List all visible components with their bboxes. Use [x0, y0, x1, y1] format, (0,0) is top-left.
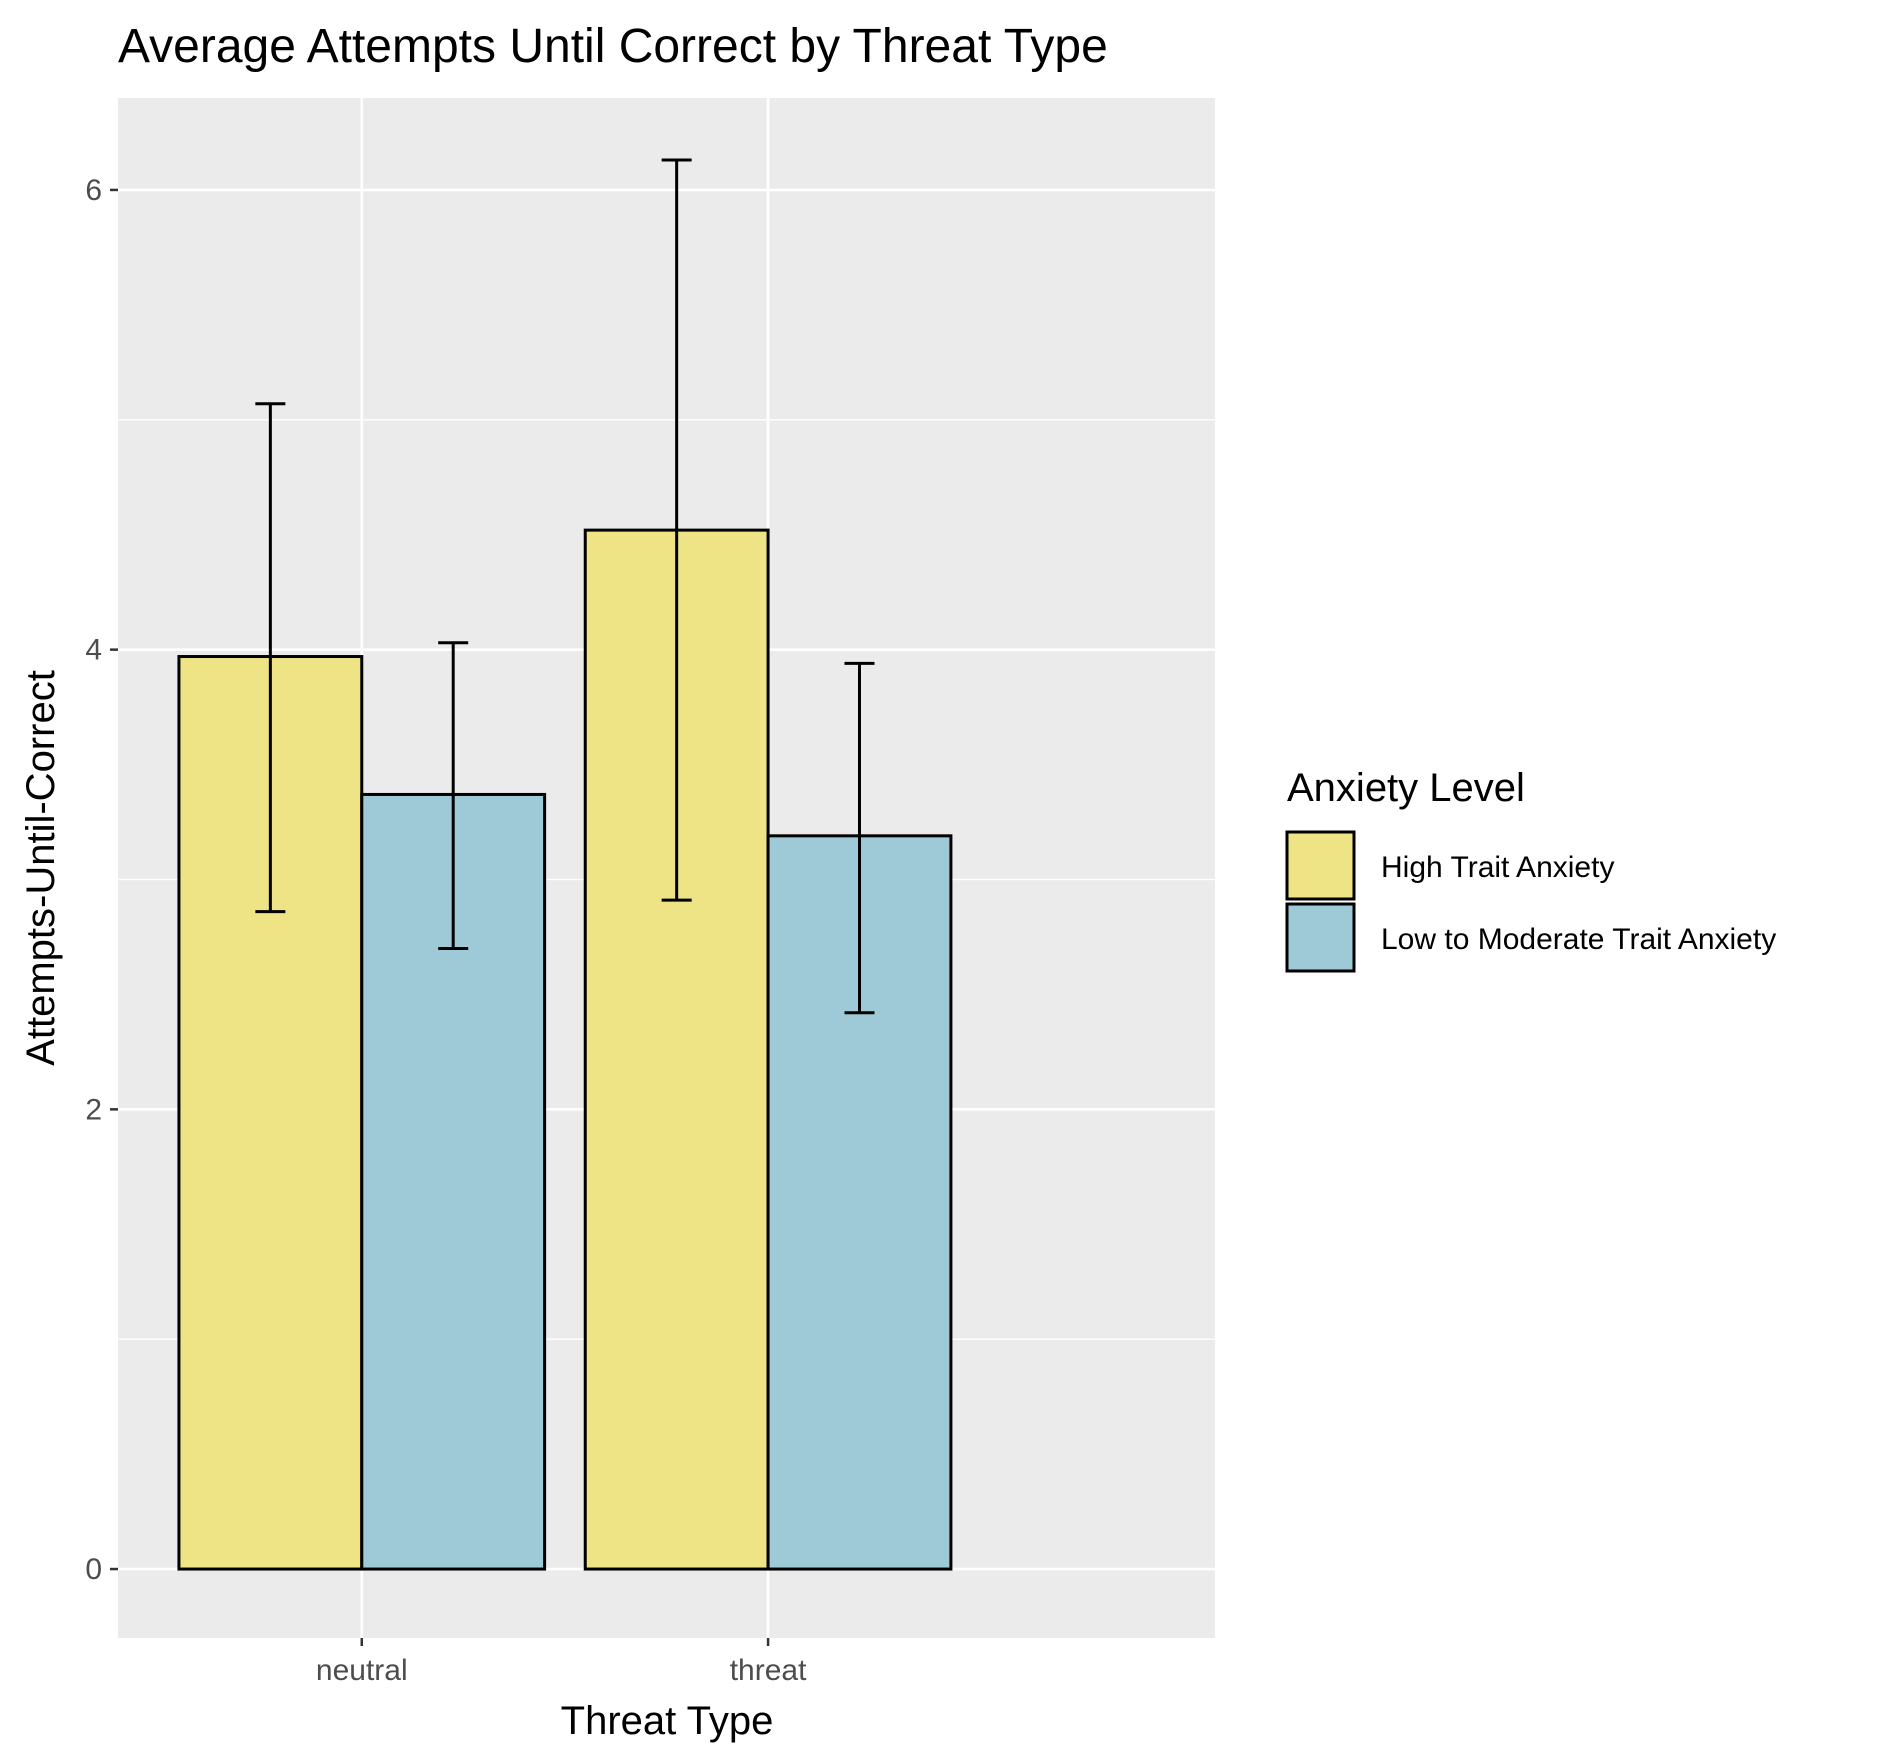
y-tick-label: 2 — [85, 1093, 102, 1126]
legend-key-high — [1287, 832, 1354, 899]
x-tick-label-neutral: neutral — [316, 1654, 408, 1687]
legend: Anxiety Level High Trait Anxiety Low to M… — [1287, 766, 1776, 971]
legend-title: Anxiety Level — [1287, 766, 1525, 810]
x-tick-label-threat: threat — [730, 1654, 807, 1687]
legend-items: High Trait Anxiety Low to Moderate Trait … — [1287, 832, 1776, 971]
x-axis-title: Threat Type — [561, 1699, 774, 1743]
y-tick-label: 6 — [85, 174, 102, 207]
legend-label-low: Low to Moderate Trait Anxiety — [1381, 923, 1776, 956]
chart-title: Average Attempts Until Correct by Threat… — [118, 20, 1108, 73]
y-axis-title: Attempts-Until-Correct — [19, 670, 63, 1066]
y-tick-label: 0 — [85, 1553, 102, 1586]
y-tick-label: 4 — [85, 634, 102, 667]
legend-label-high: High Trait Anxiety — [1381, 851, 1614, 884]
legend-key-low — [1287, 904, 1354, 971]
